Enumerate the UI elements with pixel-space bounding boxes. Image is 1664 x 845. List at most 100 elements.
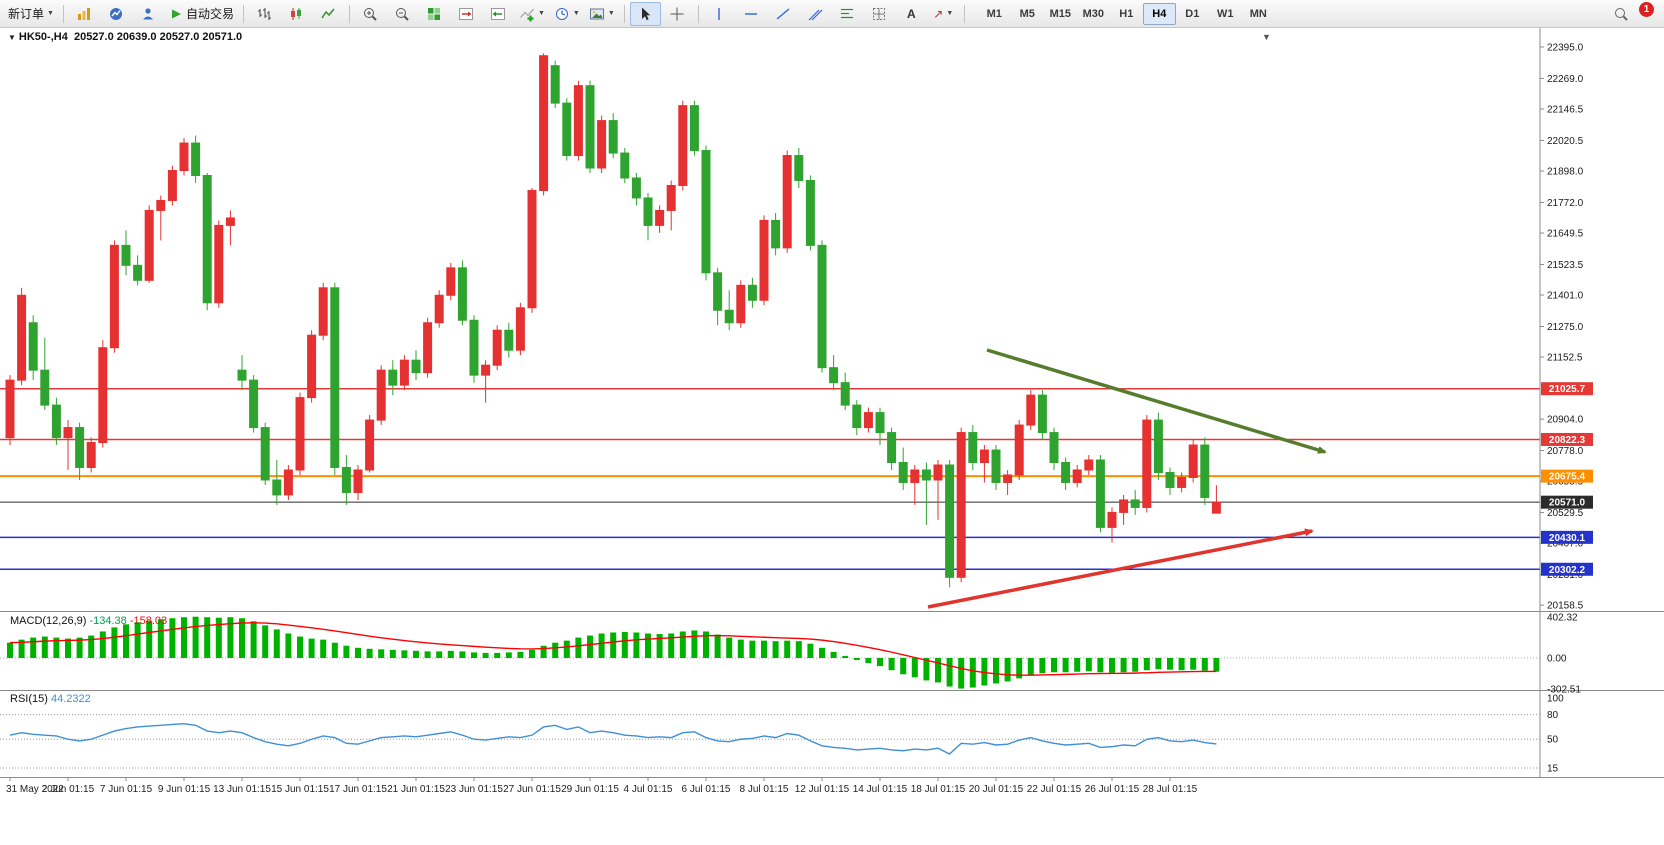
timeframe-h1-button[interactable]: H1 bbox=[1119, 7, 1134, 20]
svg-text:100: 100 bbox=[1547, 694, 1564, 705]
autotrading-label: 自动交易 bbox=[185, 7, 234, 21]
bars-chart-icon bbox=[258, 7, 272, 20]
svg-text:20675.4: 20675.4 bbox=[1549, 472, 1586, 483]
macd-panel bbox=[0, 616, 1540, 689]
svg-text:22269.0: 22269.0 bbox=[1547, 74, 1584, 85]
shift-chart-button[interactable] bbox=[451, 2, 482, 26]
svg-text:23 Jun 01:15: 23 Jun 01:15 bbox=[445, 784, 503, 795]
shapes-button[interactable] bbox=[864, 2, 895, 26]
crosshair-icon bbox=[670, 7, 684, 20]
notification-badge[interactable]: 1 bbox=[1639, 2, 1654, 17]
zoom-in-icon bbox=[364, 7, 378, 21]
svg-text:17 Jun 01:15: 17 Jun 01:15 bbox=[329, 784, 387, 795]
fibonacci-button[interactable] bbox=[832, 2, 863, 26]
candlestick-chart-button[interactable] bbox=[281, 2, 312, 26]
svg-text:0.00: 0.00 bbox=[1547, 653, 1567, 664]
svg-text:21772.0: 21772.0 bbox=[1547, 198, 1584, 209]
svg-text:21898.0: 21898.0 bbox=[1547, 167, 1584, 178]
chart-title: ▼ HK50-,H4 20527.0 20639.0 20527.0 20571.… bbox=[8, 31, 242, 43]
chart-scroll-marker-icon[interactable]: ▼ bbox=[1262, 32, 1271, 42]
timeframe-m15-button[interactable]: M15 bbox=[1049, 7, 1071, 20]
svg-text:7 Jun 01:15: 7 Jun 01:15 bbox=[100, 784, 153, 795]
autotrading-button[interactable]: 自动交易 bbox=[165, 2, 238, 26]
template-image-icon bbox=[589, 8, 604, 19]
svg-text:20571.0: 20571.0 bbox=[1549, 498, 1586, 509]
vertical-line-button[interactable] bbox=[704, 2, 735, 26]
auto-scroll-icon bbox=[491, 7, 506, 20]
arrows-button[interactable]: ↗ ▼ bbox=[928, 2, 959, 26]
trendline-button[interactable] bbox=[768, 2, 799, 26]
market-watch-button[interactable] bbox=[69, 2, 100, 26]
indicators-button[interactable]: ▼ bbox=[515, 2, 549, 26]
new-order-button[interactable]: 新订单 ▼ bbox=[4, 2, 58, 26]
svg-text:21275.0: 21275.0 bbox=[1547, 322, 1584, 333]
timeframe-m5-button[interactable]: M5 bbox=[1019, 7, 1035, 20]
timeframe-w1-button[interactable]: W1 bbox=[1217, 7, 1234, 20]
rsi-panel bbox=[0, 714, 1540, 769]
timeframe-d1-button[interactable]: D1 bbox=[1185, 7, 1200, 20]
horizontal-line-icon bbox=[745, 12, 758, 15]
horizontal-line-button[interactable] bbox=[736, 2, 767, 26]
svg-text:6 Jul 01:15: 6 Jul 01:15 bbox=[682, 784, 731, 795]
periods-button[interactable]: ▼ bbox=[550, 2, 584, 26]
shift-chart-icon bbox=[459, 7, 474, 20]
svg-text:20302.2: 20302.2 bbox=[1549, 565, 1586, 576]
line-chart-button[interactable] bbox=[313, 2, 344, 26]
svg-text:22146.5: 22146.5 bbox=[1547, 104, 1584, 115]
timeframe-m30-button[interactable]: M30 bbox=[1082, 7, 1104, 20]
toolbar-separator bbox=[62, 4, 64, 23]
timeframe-group: M1 M5 M15 M30 H1 H4 D1 W1 MN bbox=[978, 2, 1275, 25]
toolbar-separator bbox=[623, 4, 625, 23]
search-button[interactable] bbox=[1605, 2, 1636, 26]
cursor-button[interactable] bbox=[629, 1, 661, 26]
arrows-tool-icon: ↗ bbox=[933, 6, 944, 21]
svg-text:80: 80 bbox=[1547, 710, 1559, 721]
templates-button[interactable]: ▼ bbox=[585, 2, 619, 26]
svg-text:20 Jul 01:15: 20 Jul 01:15 bbox=[969, 784, 1024, 795]
macd-scale: 402.32 0.00 -302.51 bbox=[1547, 612, 1581, 695]
svg-text:26 Jul 01:15: 26 Jul 01:15 bbox=[1085, 784, 1140, 795]
svg-text:28 Jul 01:15: 28 Jul 01:15 bbox=[1143, 784, 1198, 795]
svg-text:21 Jun 01:15: 21 Jun 01:15 bbox=[387, 784, 445, 795]
svg-text:20407.0: 20407.0 bbox=[1547, 539, 1584, 550]
crosshair-button[interactable] bbox=[662, 2, 693, 26]
svg-text:31 May 2022: 31 May 2022 bbox=[6, 784, 64, 795]
data-window-button[interactable] bbox=[101, 2, 132, 26]
rsi-value: 44.2322 bbox=[50, 693, 91, 705]
svg-text:9 Jun 01:15: 9 Jun 01:15 bbox=[158, 784, 211, 795]
svg-text:15 Jun 01:15: 15 Jun 01:15 bbox=[271, 784, 329, 795]
svg-text:20430.1: 20430.1 bbox=[1549, 533, 1586, 544]
navigator-button[interactable] bbox=[133, 2, 164, 26]
zoom-out-icon bbox=[396, 7, 410, 21]
timeframe-m1-button[interactable]: M1 bbox=[986, 7, 1002, 20]
bars-chart-button[interactable] bbox=[249, 2, 280, 26]
toolbar: 新订单 ▼ 自动交易 bbox=[0, 0, 1664, 28]
svg-text:22020.5: 22020.5 bbox=[1547, 136, 1584, 147]
candles bbox=[5, 53, 1221, 588]
toolbar-separator bbox=[348, 4, 350, 23]
tile-windows-button[interactable] bbox=[419, 2, 450, 26]
svg-text:21025.7: 21025.7 bbox=[1549, 384, 1586, 395]
text-tool-icon: A bbox=[906, 6, 916, 21]
cursor-icon bbox=[642, 7, 651, 20]
auto-scroll-button[interactable] bbox=[483, 2, 514, 26]
shapes-icon bbox=[873, 7, 886, 20]
svg-text:21523.5: 21523.5 bbox=[1547, 260, 1584, 271]
new-order-label: 新订单 bbox=[8, 7, 45, 21]
zoom-out-button[interactable] bbox=[387, 2, 418, 26]
text-button[interactable]: A bbox=[896, 2, 927, 26]
svg-text:8 Jul 01:15: 8 Jul 01:15 bbox=[740, 784, 789, 795]
timeframe-mn-button[interactable]: MN bbox=[1249, 7, 1267, 20]
svg-text:20158.5: 20158.5 bbox=[1547, 601, 1584, 612]
search-icon bbox=[1614, 7, 1628, 21]
channel-button[interactable] bbox=[800, 2, 831, 26]
svg-text:-302.51: -302.51 bbox=[1547, 684, 1581, 695]
svg-text:27 Jun 01:15: 27 Jun 01:15 bbox=[503, 784, 561, 795]
price-chart[interactable]: 22395.0 22269.0 22146.5 22020.5 21898.0 21772… bbox=[0, 28, 1664, 845]
timeframe-h4-button[interactable]: H4 bbox=[1142, 2, 1176, 25]
macd-main-value: -134.38 bbox=[89, 615, 127, 627]
rsi-panel-label: RSI(15) 44.2322 bbox=[10, 693, 91, 705]
candlestick-chart-icon bbox=[291, 7, 302, 20]
svg-text:13 Jun 01:15: 13 Jun 01:15 bbox=[213, 784, 271, 795]
zoom-in-button[interactable] bbox=[355, 2, 386, 26]
